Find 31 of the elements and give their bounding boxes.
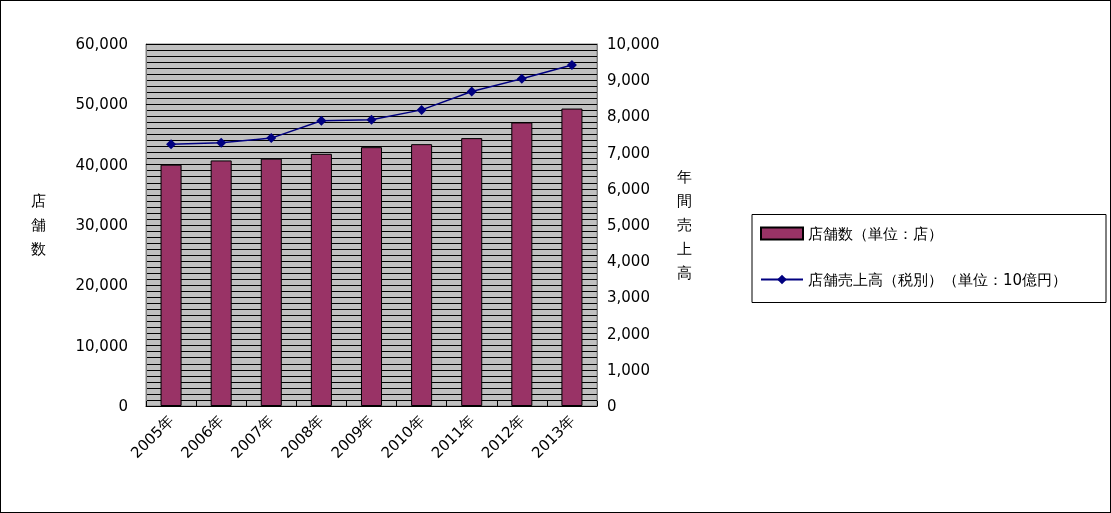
y-tick-label: 20,000 xyxy=(75,276,128,295)
y-tick-label: 30,000 xyxy=(75,216,128,234)
y2-tick-label: 8,000 xyxy=(607,107,650,126)
y2-tick-label: 10,000 xyxy=(607,35,660,53)
y2-tick-label: 4,000 xyxy=(607,252,650,271)
y-tick-label: 40,000 xyxy=(75,155,128,174)
y2-tick-label: 7,000 xyxy=(607,143,650,162)
legend-label: 店舗数（単位：店） xyxy=(808,224,943,243)
y2-axis-title: 年間売上高 xyxy=(677,168,692,282)
y-tick-label: 60,000 xyxy=(75,35,128,53)
point xyxy=(216,137,227,148)
y-tick-label: 50,000 xyxy=(75,95,128,114)
y2-tick-label: 2,000 xyxy=(607,324,650,343)
point xyxy=(466,86,477,97)
y-tick-label: 0 xyxy=(118,397,128,415)
point xyxy=(416,104,427,115)
point xyxy=(366,114,377,125)
y-axis-title: 店舗数 xyxy=(31,192,46,258)
y2-tick-label: 3,000 xyxy=(607,288,650,307)
point xyxy=(566,60,577,70)
y2-tick-label: 6,000 xyxy=(607,179,650,198)
point xyxy=(166,139,177,150)
y2-tick-label: 1,000 xyxy=(607,360,650,379)
point xyxy=(266,133,277,144)
point xyxy=(316,115,327,126)
y-tick-label: 10,000 xyxy=(75,336,128,355)
legend-label: 店舗売上高（税別）（単位：10億円） xyxy=(808,270,1068,289)
point xyxy=(516,73,527,84)
y2-tick-label: 9,000 xyxy=(607,71,650,90)
y2-tick-label: 0 xyxy=(607,397,617,415)
y2-tick-label: 5,000 xyxy=(607,216,650,234)
